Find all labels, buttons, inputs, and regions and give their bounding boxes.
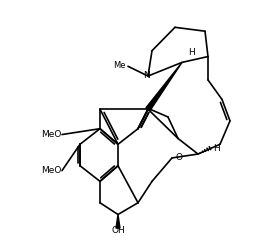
Text: MeO: MeO — [42, 166, 62, 175]
Polygon shape — [146, 62, 182, 111]
Text: H: H — [213, 144, 220, 153]
Text: MeO: MeO — [42, 130, 62, 139]
Text: OH: OH — [111, 226, 125, 235]
Text: H: H — [188, 48, 195, 57]
Text: N: N — [143, 71, 149, 80]
Text: Me: Me — [114, 61, 126, 70]
Text: O: O — [176, 153, 183, 162]
Polygon shape — [116, 215, 120, 228]
